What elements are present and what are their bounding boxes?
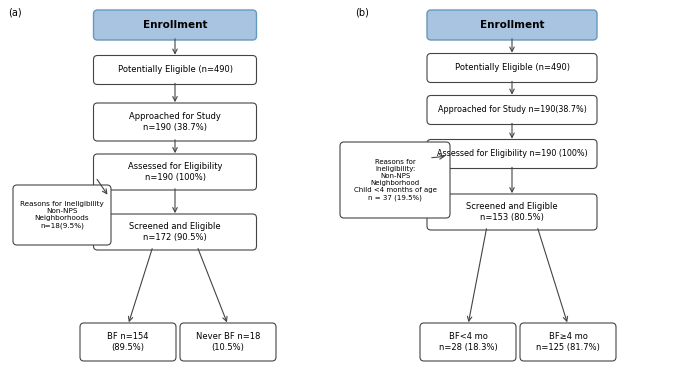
- FancyBboxPatch shape: [93, 10, 256, 40]
- Text: Assessed for Eligibility
n=190 (100%): Assessed for Eligibility n=190 (100%): [127, 162, 222, 182]
- FancyBboxPatch shape: [93, 214, 256, 250]
- Text: Reasons for
Ineligibility:
Non-NPS
Neighborhood
Child <4 months of age
n = 37 (1: Reasons for Ineligibility: Non-NPS Neigh…: [353, 159, 436, 201]
- Text: Potentially Eligible (n=490): Potentially Eligible (n=490): [118, 66, 232, 74]
- Text: Assessed for Eligibility n=190 (100%): Assessed for Eligibility n=190 (100%): [436, 149, 587, 158]
- Text: Never BF n=18
(10.5%): Never BF n=18 (10.5%): [196, 332, 260, 352]
- Text: Screened and Eligible
n=153 (80.5%): Screened and Eligible n=153 (80.5%): [466, 202, 558, 222]
- Text: Enrollment: Enrollment: [142, 20, 208, 30]
- FancyBboxPatch shape: [13, 185, 111, 245]
- FancyBboxPatch shape: [340, 142, 450, 218]
- Text: (a): (a): [8, 8, 22, 18]
- FancyBboxPatch shape: [180, 323, 276, 361]
- FancyBboxPatch shape: [427, 194, 597, 230]
- Text: BF<4 mo
n=28 (18.3%): BF<4 mo n=28 (18.3%): [438, 332, 497, 352]
- Text: Potentially Eligible (n=490): Potentially Eligible (n=490): [455, 64, 569, 73]
- FancyBboxPatch shape: [427, 53, 597, 83]
- Text: (b): (b): [355, 8, 369, 18]
- Text: Approached for Study n=190(38.7%): Approached for Study n=190(38.7%): [438, 106, 586, 115]
- Text: Enrollment: Enrollment: [479, 20, 545, 30]
- Text: BF≥4 mo
n=125 (81.7%): BF≥4 mo n=125 (81.7%): [536, 332, 600, 352]
- Text: Approached for Study
n=190 (38.7%): Approached for Study n=190 (38.7%): [129, 112, 221, 132]
- Text: Reasons for Ineligibility
Non-NPS
Neighborhoods
n=18(9.5%): Reasons for Ineligibility Non-NPS Neighb…: [20, 201, 104, 229]
- FancyBboxPatch shape: [427, 96, 597, 124]
- FancyBboxPatch shape: [93, 103, 256, 141]
- FancyBboxPatch shape: [520, 323, 616, 361]
- FancyBboxPatch shape: [93, 55, 256, 85]
- Text: BF n=154
(89.5%): BF n=154 (89.5%): [108, 332, 149, 352]
- FancyBboxPatch shape: [80, 323, 176, 361]
- Text: Screened and Eligible
n=172 (90.5%): Screened and Eligible n=172 (90.5%): [129, 222, 221, 242]
- FancyBboxPatch shape: [420, 323, 516, 361]
- FancyBboxPatch shape: [93, 154, 256, 190]
- FancyBboxPatch shape: [427, 140, 597, 168]
- FancyBboxPatch shape: [427, 10, 597, 40]
